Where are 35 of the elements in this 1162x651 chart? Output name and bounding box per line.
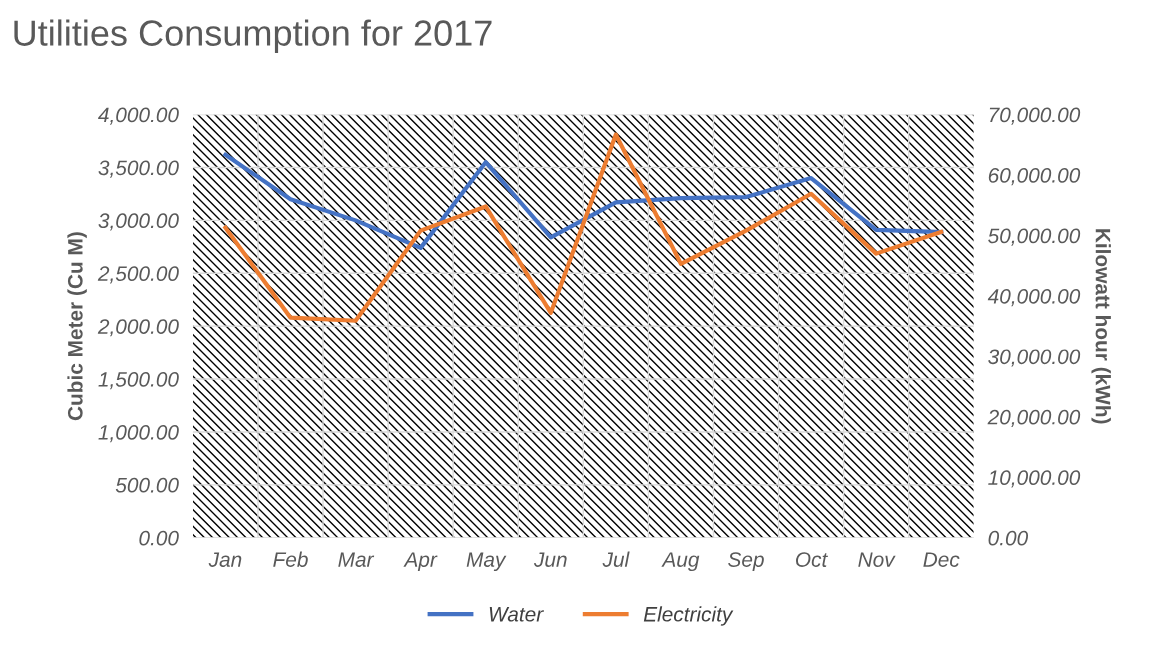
- legend-label: Electricity: [643, 606, 734, 626]
- y-tick-label: 2,500.00: [97, 266, 179, 284]
- y-tick-label: 0.00: [139, 530, 179, 546]
- y2-tick-label: 60,000.00: [988, 168, 1081, 186]
- x-tick-label: Feb: [273, 551, 308, 567]
- x-tick-label: Mar: [338, 552, 375, 567]
- y2-tick-label: 0.00: [988, 530, 1029, 546]
- x-tick-label: Jul: [602, 551, 630, 567]
- y-axis-title: Cubic Meter (Cu M): [67, 232, 87, 421]
- y2-tick-label: 40,000.00: [987, 288, 1081, 307]
- x-tick-label: Jun: [533, 552, 567, 567]
- y-tick-label: 3,000.00: [98, 213, 179, 231]
- legend-label: Water: [489, 607, 544, 622]
- x-tick-label: Apr: [403, 552, 438, 572]
- x-tick-label: Oct: [796, 552, 828, 567]
- y2-tick-label: 70,000.00: [989, 107, 1081, 125]
- x-tick-label: Aug: [661, 552, 700, 572]
- y2-tick-label: 10,000.00: [988, 470, 1081, 488]
- y2-axis-title: Kilowatt hour (kWh): [1091, 229, 1111, 424]
- y-tick-label: 1,000.00: [98, 424, 179, 443]
- y-tick-label: 500.00: [115, 477, 179, 493]
- line-series: [223, 132, 944, 323]
- y2-tick-label: 30,000.00: [988, 349, 1081, 367]
- y2-tick-label: 20,000.00: [987, 409, 1081, 428]
- y-tick-label: 2,000.00: [97, 319, 179, 337]
- x-tick-label: Nov: [858, 552, 896, 567]
- y2-tick-label: 50,000.00: [988, 228, 1081, 246]
- x-tick-label: May: [466, 552, 507, 572]
- x-tick-label: Jan: [208, 552, 242, 567]
- y-tick-label: 1,500.00: [98, 372, 179, 390]
- y-tick-label: 3,500.00: [98, 160, 179, 178]
- x-tick-label: Dec: [923, 552, 960, 567]
- chart-title: Utilities Consumption for 2017: [14, 19, 492, 54]
- x-tick-label: Sep: [728, 552, 764, 572]
- y-tick-label: 4,000.00: [98, 107, 179, 125]
